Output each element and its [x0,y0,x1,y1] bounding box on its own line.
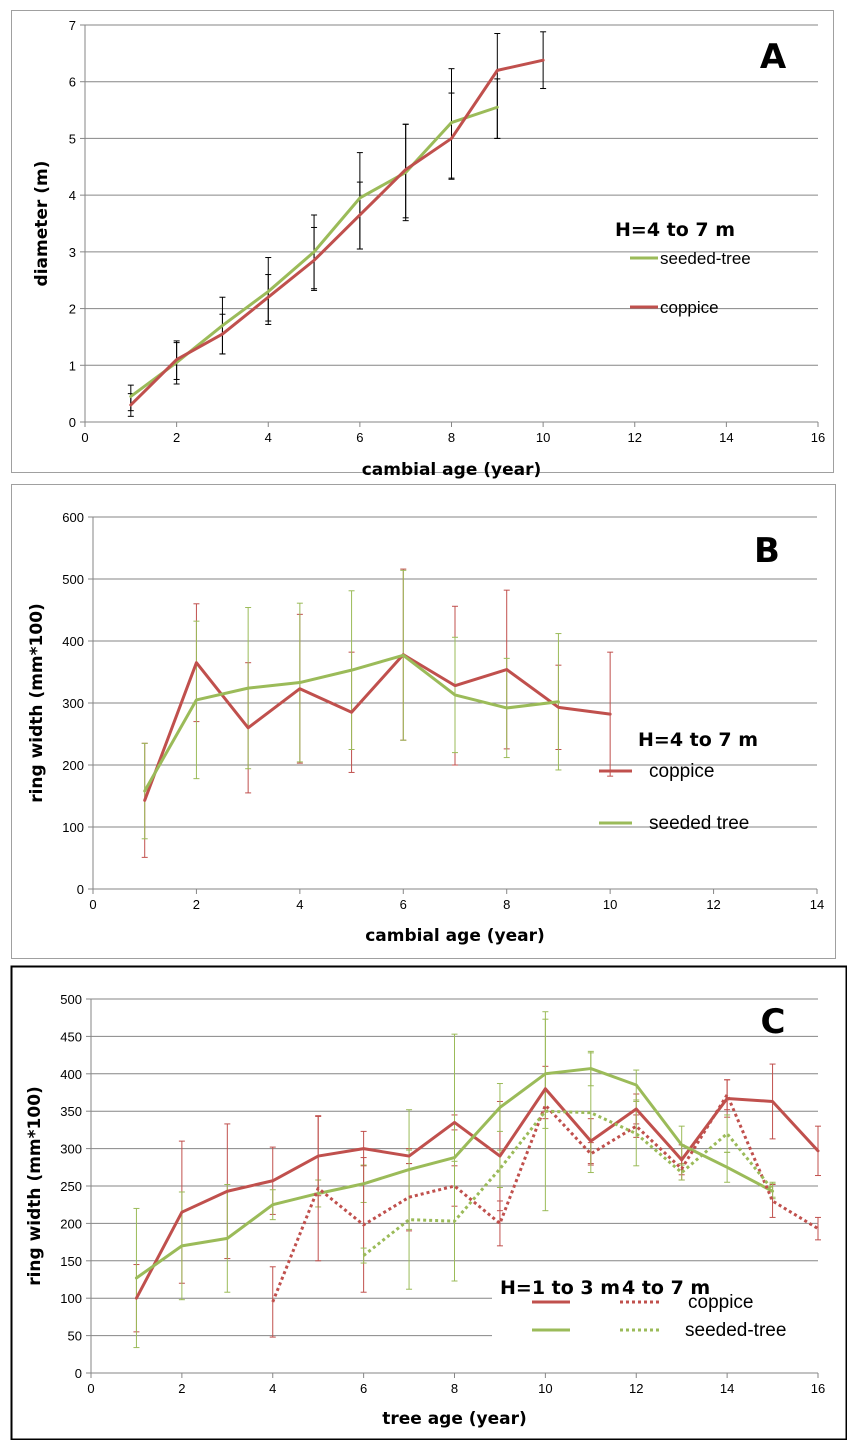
legend-label: seeded tree [649,813,749,834]
series-line [362,1109,774,1257]
series-line [143,653,560,793]
x-tick-label: 8 [503,897,510,912]
series-line [143,653,612,802]
x-tick-label: 8 [451,1381,458,1396]
panel-letter: A [760,37,787,77]
panel-letter: C [761,1002,786,1042]
legend-label: coppice [688,1292,754,1313]
series-line [271,1093,819,1303]
x-tick-label: 2 [178,1381,185,1396]
legend-title: H=4 to 7 m [638,729,758,751]
y-tick-label: 250 [60,1179,82,1194]
y-tick-label: 5 [69,131,76,146]
legend-title: H=4 to 7 m [615,219,735,241]
x-tick-label: 10 [536,430,550,445]
panel-letter: B [754,531,780,571]
panel-frame [10,965,847,1440]
y-tick-label: 0 [77,882,84,897]
x-tick-label: 0 [87,1381,94,1396]
x-tick-label: 6 [400,897,407,912]
x-tick-label: 12 [628,430,642,445]
y-tick-label: 100 [60,1291,82,1306]
legend-label: coppice [660,298,719,317]
x-tick-label: 12 [629,1381,643,1396]
y-tick-label: 4 [69,188,76,203]
x-axis-title: tree age (year) [382,1409,527,1429]
y-tick-label: 50 [68,1329,82,1344]
x-tick-label: 14 [810,897,824,912]
x-tick-label: 14 [720,1381,734,1396]
y-tick-label: 600 [62,510,84,525]
y-tick-label: 100 [62,820,84,835]
y-tick-label: 150 [60,1254,82,1269]
y-tick-label: 300 [60,1142,82,1157]
y-tick-label: 200 [60,1216,82,1231]
series-line [134,1087,820,1300]
y-tick-label: 200 [62,758,84,773]
y-tick-label: 500 [62,572,84,587]
x-tick-label: 4 [296,897,303,912]
x-tick-label: 10 [603,897,617,912]
y-tick-label: 3 [69,245,76,260]
x-axis-title: cambial age (year) [365,926,545,946]
x-tick-label: 2 [173,430,180,445]
y-tick-label: 0 [75,1366,82,1381]
panel-B: 0 2 4 6 8 10 12 14 0 100 200 300 400 500 600 cambial ag… [11,484,836,959]
x-tick-label: 16 [811,1381,825,1396]
y-axis-title: diameter (m) [32,161,52,287]
y-tick-label: 2 [69,302,76,317]
y-tick-label: 500 [60,992,82,1007]
y-tick-label: 350 [60,1104,82,1119]
x-axis-title: cambial age (year) [362,460,542,480]
x-tick-label: 4 [265,430,272,445]
y-tick-label: 0 [69,415,76,430]
x-tick-label: 10 [538,1381,552,1396]
y-tick-label: 1 [69,358,76,373]
y-tick-label: 300 [62,696,84,711]
x-tick-label: 16 [811,430,825,445]
y-tick-label: 450 [60,1029,82,1044]
legend-header-dotted: 4 to 7 m [622,1277,710,1299]
y-axis-title: ring width (mm*100) [25,1086,45,1286]
legend-label: coppice [649,761,715,782]
x-tick-label: 2 [193,897,200,912]
y-axis-title: ring width (mm*100) [27,603,47,803]
x-tick-label: 0 [81,430,88,445]
x-tick-label: 4 [269,1381,276,1396]
panel-C: 0 2 4 6 8 10 12 14 16 0 50 100 150 200 250 300 350 400 450… [10,965,847,1440]
x-tick-label: 12 [706,897,720,912]
x-tick-label: 6 [356,430,363,445]
legend-header-solid: H=1 to 3 m [500,1277,620,1299]
y-tick-label: 400 [62,634,84,649]
legend-label: seeded-tree [685,1320,786,1341]
x-tick-label: 0 [89,897,96,912]
y-tick-label: 400 [60,1067,82,1082]
x-tick-label: 6 [360,1381,367,1396]
legend-label: seeded-tree [660,249,751,268]
series-line [134,1067,775,1280]
panel-frame [11,10,834,473]
y-tick-label: 6 [69,75,76,90]
y-tick-label: 7 [69,18,76,33]
panel-frame [11,484,836,959]
series-line [129,58,545,407]
x-tick-label: 14 [719,430,733,445]
x-tick-label: 8 [448,430,455,445]
